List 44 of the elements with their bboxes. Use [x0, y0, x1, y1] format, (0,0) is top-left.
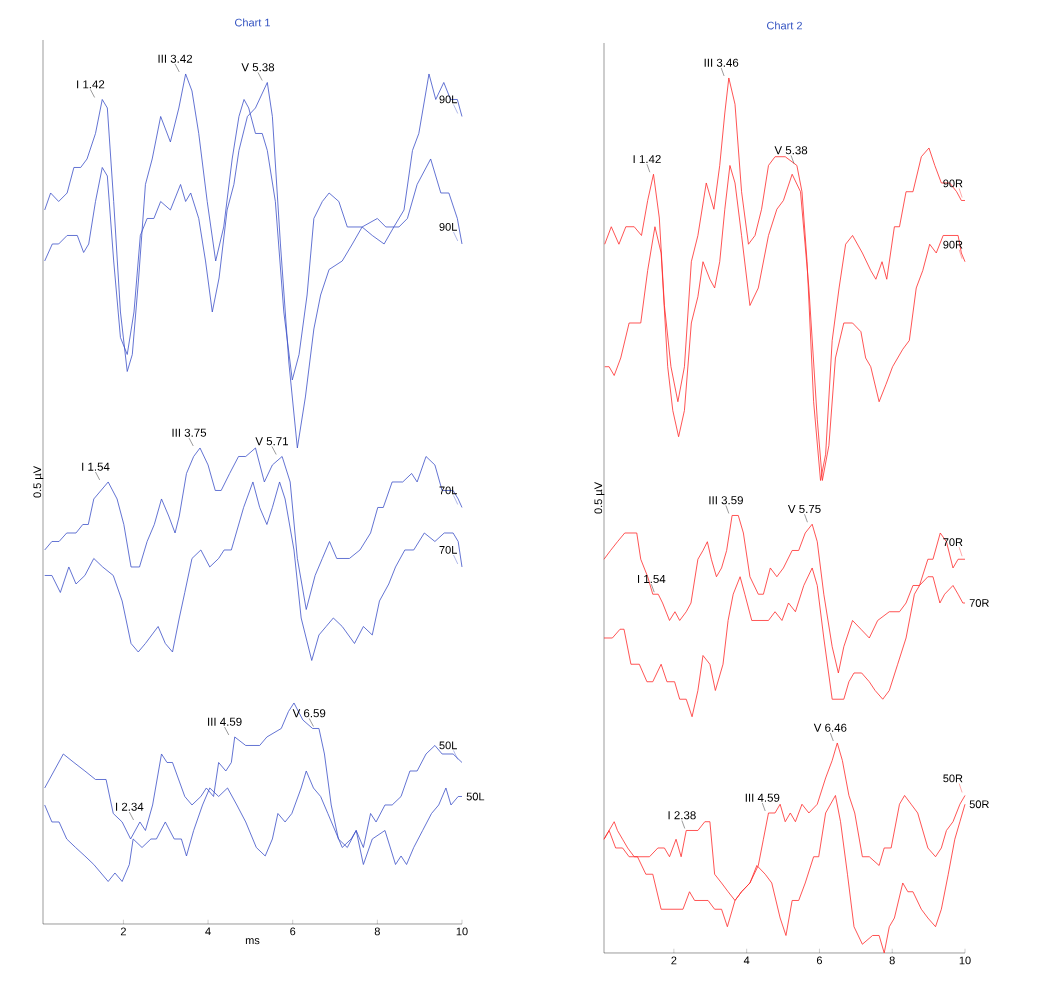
x-tick-label: 6	[290, 927, 296, 936]
annotation: V 5.75	[787, 505, 821, 514]
x-axis-title: ms	[245, 938, 260, 945]
annotation: III 3.42	[158, 54, 193, 63]
x-tick-label: 10	[959, 956, 971, 965]
series-label: 50R	[943, 774, 963, 783]
annotation: I 2.34	[116, 802, 144, 811]
annotation: I 1.54	[82, 462, 110, 471]
x-tick-label: 4	[743, 956, 750, 965]
chart-title: Chart 1	[235, 18, 270, 27]
annotation: V 5.38	[241, 63, 275, 72]
annotation: I 1.54	[637, 575, 666, 584]
series-label: 70L	[439, 546, 457, 554]
annotation: III 4.59	[745, 793, 780, 802]
legend-label: 50R	[969, 800, 989, 809]
series-label: 70R	[969, 599, 989, 607]
annotation: I 2.38	[668, 811, 696, 820]
annotation: I 1.42	[633, 155, 661, 164]
annotation: III 3.46	[704, 58, 739, 67]
x-tick-label: 4	[205, 927, 211, 936]
chart-title: Chart 2	[767, 21, 802, 30]
series-label: 50L	[466, 792, 485, 801]
x-tick-label: 2	[671, 956, 677, 965]
x-tick-label: 8	[374, 927, 380, 936]
series-label: 50L	[439, 741, 457, 750]
x-tick-label: 2	[120, 927, 126, 936]
series-label: 90R	[943, 179, 963, 188]
x-tick-label: 8	[889, 956, 895, 965]
series-label: 90L	[439, 223, 457, 231]
annotation: V 6.59	[292, 709, 326, 718]
series-label: 90R	[943, 240, 963, 249]
annotation: III 4.59	[208, 717, 242, 726]
annotation: V 5.71	[255, 437, 289, 446]
series-label: 70R	[943, 538, 963, 547]
y-axis-title: 0.5 µV	[33, 466, 44, 498]
annotation: V 6.46	[813, 723, 847, 732]
annotation: I 1.42	[77, 80, 105, 89]
annotation: III 3.59	[709, 496, 743, 505]
x-tick-label: 10	[456, 927, 468, 936]
y-axis-title: 0.5 µV	[594, 482, 605, 514]
annotation: III 3.75	[172, 428, 207, 437]
series-label: 90L	[439, 95, 457, 104]
annotation: V 5.38	[774, 146, 808, 155]
x-tick-label: 6	[816, 956, 823, 965]
